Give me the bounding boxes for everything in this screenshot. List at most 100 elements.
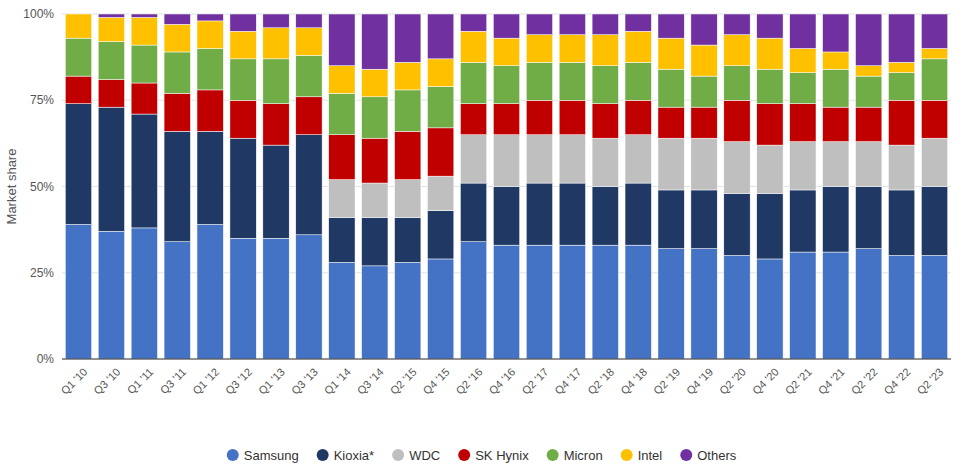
legend-marker [317,449,329,461]
bar-segment [888,256,914,360]
bar-segment [625,14,651,31]
y-tick-label: 50% [30,180,54,194]
y-axis-label: Market share [4,149,19,225]
bar-segment [493,104,519,135]
bar-segment [790,73,816,104]
bar-segment [427,86,453,127]
legend-item: Kioxia* [317,448,374,463]
y-tick-label: 0% [37,352,55,366]
bar-segment [921,256,947,360]
x-tick-label: Q3 '10 [91,366,122,397]
bar-segment [592,245,618,359]
bar-segment [197,224,223,359]
bar-segment [362,97,388,138]
legend-marker [227,449,239,461]
bar-segment [757,145,783,193]
y-tick-label: 100% [23,7,54,21]
x-tick-label: Q1 '13 [256,366,287,397]
x-tick-label: Q2 '19 [651,366,682,397]
bar-segment [395,180,421,218]
bar-segment [724,100,750,141]
bar-segment [493,187,519,246]
bar-segment [921,49,947,59]
bar-segment [230,31,256,59]
x-tick-label: Q4 '20 [750,366,781,397]
bar-segment [691,76,717,107]
bar-segment [131,14,157,17]
bar-segment [164,242,190,359]
bar-segment [724,66,750,101]
bar-segment [921,100,947,138]
bar-segment [559,245,585,359]
bar-segment [263,28,289,59]
bar-segment [362,14,388,69]
bar-segment [691,190,717,249]
bar-segment [625,62,651,100]
bar-segment [888,145,914,190]
bar-segment [460,135,486,183]
x-tick-label: Q2 '18 [585,366,616,397]
bar-segment [658,138,684,190]
legend-marker [547,449,559,461]
bar-segment [790,190,816,252]
bar-segment [427,176,453,211]
x-tick-label: Q1 '10 [58,366,89,397]
bar-segment [592,66,618,104]
bar-segment [460,104,486,135]
bar-segment [493,245,519,359]
legend-label: Samsung [244,448,299,463]
bar-segment [427,14,453,59]
bar-segment [757,69,783,104]
grid-line [62,359,951,360]
bar-segment [329,218,355,263]
bar-segment [625,245,651,359]
bar-segment [493,66,519,104]
bar-segment [263,238,289,359]
bar-segment [329,262,355,359]
x-tick-label: Q4 '18 [618,366,649,397]
bar-segment [658,107,684,138]
bar-segment [164,52,190,93]
bar-segment [625,100,651,135]
bar-segment [164,24,190,52]
x-tick-label: Q2 '21 [783,366,814,397]
bar-segment [131,17,157,45]
bar-segment [395,218,421,263]
legend-label: Micron [564,448,603,463]
legend-item: Intel [621,448,663,463]
x-tick-label: Q2 '17 [519,366,550,397]
bar-segment [592,138,618,186]
bar-segment [559,135,585,183]
x-tick-label: Q4 '19 [684,366,715,397]
bar-segment [98,42,124,80]
bar-segment [856,187,882,249]
bar-segment [329,66,355,94]
bar-segment [724,193,750,255]
bar-segment [427,211,453,259]
bar-segment [691,45,717,76]
x-tick-label: Q1 '12 [190,366,221,397]
bar-segment [724,256,750,360]
legend-label: Kioxia* [334,448,374,463]
legend-item: WDC [392,448,440,463]
x-tick-label: Q3 '12 [223,366,254,397]
bar-segment [493,38,519,66]
bar-segment [526,183,552,245]
x-tick-label: Q3 '11 [158,366,189,397]
bar-segment [296,97,322,135]
bar-segment [921,187,947,256]
bar-segment [790,49,816,73]
bar-segment [757,14,783,38]
bar-segment [460,183,486,242]
bar-segment [296,55,322,96]
legend-label: Intel [638,448,663,463]
bar-segment [559,62,585,100]
bar-segment [164,93,190,131]
bar-segment [197,21,223,49]
bar-segment [790,14,816,49]
bar-segment [888,190,914,256]
bar-segment [98,80,124,108]
bar-segment [65,38,91,76]
x-tick-label: Q2 '22 [849,366,880,397]
bar-segment [230,138,256,238]
